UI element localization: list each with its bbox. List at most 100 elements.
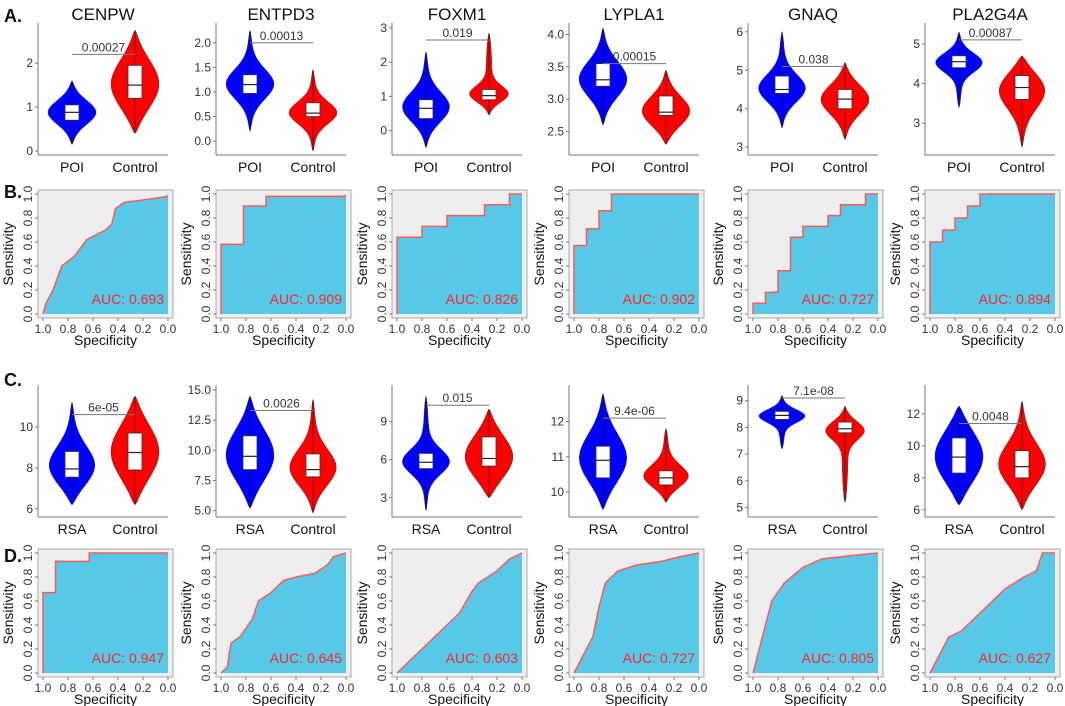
- auc-label: AUC: 0.909: [270, 291, 343, 307]
- x-tick-label: 0.8: [947, 681, 964, 695]
- panel-title: LYPLA1: [603, 5, 664, 24]
- y-tick-label: 3.5: [547, 60, 564, 74]
- x-tick-label: 1.0: [35, 322, 52, 336]
- roc-curve: [573, 193, 699, 314]
- x-tick-label: 0.0: [514, 681, 531, 695]
- roc-panel-b5: AUC: 0.727 1.0 0.8 0.6 0.4 0.2 0.0 0.0 0.2 0.4 0.6…: [710, 185, 887, 348]
- y-tick-label: 0.2: [731, 281, 745, 298]
- y-tick-label: 10: [907, 439, 921, 453]
- group-label: Control: [112, 521, 157, 537]
- y-tick-label: 0.0: [908, 664, 922, 681]
- panel-label-b: B.: [4, 182, 22, 202]
- y-tick-label: 0.4: [199, 257, 213, 274]
- y-tick-label: 2.0: [194, 36, 211, 50]
- group-label: Control: [999, 159, 1044, 175]
- x-tick-label: 0.4: [110, 322, 127, 336]
- panel-title: ENTPD3: [247, 5, 314, 24]
- x-axis-title: Specificity: [961, 691, 1024, 706]
- p-value: 0.019: [442, 26, 472, 40]
- x-tick-label: 0.2: [1022, 681, 1039, 695]
- x-tick-label: 0.8: [238, 681, 255, 695]
- y-tick-label: 0.0: [731, 305, 745, 322]
- y-tick-label: 0.0: [375, 305, 389, 322]
- diagonal-reference: [42, 193, 169, 315]
- x-tick-label: 0.0: [870, 322, 887, 336]
- y-axis-title: Sensitivity: [531, 581, 547, 644]
- y-tick-label: 0.2: [21, 281, 35, 298]
- group-label: Control: [466, 521, 511, 537]
- y-tick-label: 0.6: [908, 233, 922, 250]
- y-tick-label: 1.0: [21, 544, 35, 561]
- y-tick-label: 0.6: [199, 233, 213, 250]
- diagonal-reference: [752, 193, 879, 315]
- y-tick-label: 1.0: [731, 185, 745, 202]
- y-tick-label: 0.6: [731, 592, 745, 609]
- x-axis-title: Specificity: [428, 691, 491, 706]
- y-tick-label: 0: [380, 124, 387, 138]
- x-tick-label: 1.0: [389, 681, 406, 695]
- x-axis-title: Specificity: [74, 691, 137, 706]
- y-axis-title: Sensitivity: [0, 222, 16, 285]
- y-tick-label: 6: [26, 502, 33, 516]
- y-tick-label: 11: [552, 450, 565, 464]
- roc-panel-d2: AUC: 0.645 1.0 0.8 0.6 0.4 0.2 0.0 0.0 0.2 0.4 0.6…: [178, 544, 355, 706]
- violin-panel-c1: 6 8 10 RSA Control 6e-05: [20, 385, 168, 537]
- x-tick-label: 1.0: [35, 681, 52, 695]
- panel-title: PLA2G4A: [952, 5, 1028, 24]
- y-tick-label: 0.8: [908, 209, 922, 226]
- auc-label: AUC: 0.727: [623, 650, 696, 666]
- y-tick-label: 6: [380, 453, 387, 467]
- group-label: RSA: [236, 521, 265, 537]
- roc-area: [221, 196, 346, 314]
- x-tick-label: 1.0: [922, 681, 939, 695]
- y-tick-label: 2.5: [547, 125, 564, 139]
- box: [595, 63, 611, 87]
- x-tick-label: 0.6: [616, 322, 633, 336]
- violin-panel-a1: CENPW 0 1 2 POI Control 0.00027: [26, 5, 168, 175]
- y-tick-label: 0.6: [375, 233, 389, 250]
- x-tick-label: 0.0: [1047, 681, 1064, 695]
- x-axis-title: Specificity: [252, 332, 315, 348]
- violin-panel-c2: 5.0 7.5 10.0 12.5 15.0 RSA Control 0.0026: [188, 383, 346, 537]
- y-tick-label: 10: [551, 485, 565, 499]
- y-tick-label: 6: [736, 474, 743, 488]
- y-tick-label: 7: [736, 447, 743, 461]
- group-label: RSA: [945, 521, 974, 537]
- x-tick-label: 0.6: [263, 681, 280, 695]
- violin-panel-a5: GNAQ 3 4 5 6 POI Control 0.038: [736, 5, 878, 175]
- y-tick-label: 0.0: [21, 305, 35, 322]
- y-tick-label: 7.5: [194, 473, 211, 487]
- y-axis-title: Sensitivity: [354, 222, 370, 285]
- x-tick-label: 0.2: [666, 322, 683, 336]
- y-tick-label: 0.4: [731, 257, 745, 274]
- roc-panel-b4: AUC: 0.902 1.0 0.8 0.6 0.4 0.2 0.0 0.0 0.2 0.4 0.6…: [531, 185, 708, 348]
- y-tick-label: 1.0: [552, 544, 566, 561]
- y-tick-label: 0.4: [908, 257, 922, 274]
- y-tick-label: 4: [913, 77, 920, 91]
- y-tick-label: 0.5: [194, 110, 211, 124]
- x-tick-label: 1.0: [745, 322, 762, 336]
- x-tick-label: 0.0: [514, 322, 531, 336]
- x-tick-label: 1.0: [566, 681, 583, 695]
- y-tick-label: 0.2: [908, 281, 922, 298]
- x-tick-label: 0.8: [60, 681, 77, 695]
- x-tick-label: 0.8: [60, 322, 77, 336]
- diagonal-reference: [396, 193, 523, 315]
- box: [951, 437, 967, 474]
- roc-curve: [929, 552, 1055, 674]
- p-value: 0.015: [442, 391, 472, 405]
- p-value: 0.00027: [82, 40, 126, 54]
- x-tick-label: 0.4: [110, 681, 127, 695]
- panel-label-a: A.: [4, 6, 22, 26]
- y-tick-label: 0.4: [375, 257, 389, 274]
- diagonal-reference: [929, 552, 1056, 674]
- auc-label: AUC: 0.805: [802, 650, 875, 666]
- x-tick-label: 0.2: [135, 681, 152, 695]
- auc-label: AUC: 0.826: [446, 291, 519, 307]
- diagonal-reference: [573, 552, 700, 674]
- x-axis-title: Specificity: [252, 691, 315, 706]
- x-tick-label: 0.6: [85, 681, 102, 695]
- roc-panel-b1: AUC: 0.693 1.0 0.8 0.6 0.4 0.2 0.0 0.0 0.2 0.4 0.6…: [0, 185, 177, 348]
- y-tick-label: 0.4: [199, 616, 213, 633]
- y-tick-label: 1.0: [199, 544, 213, 561]
